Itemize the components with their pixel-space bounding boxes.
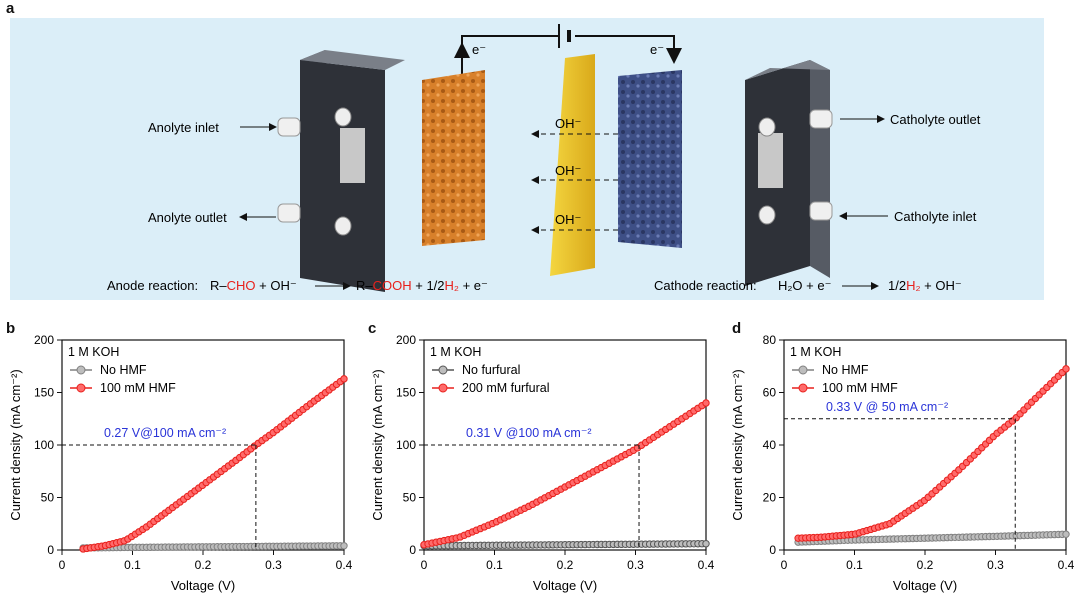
x-tick-label: 0.4 <box>698 558 715 572</box>
legend-marker <box>438 383 448 393</box>
data-point <box>702 399 710 407</box>
anode-end-plate <box>277 50 405 292</box>
panel-letter-a: a <box>6 0 15 17</box>
y-tick-label: 0 <box>409 543 416 557</box>
data-point <box>702 540 710 548</box>
x-axis-label: Voltage (V) <box>533 578 597 593</box>
y-tick-label: 100 <box>34 438 54 452</box>
cathode-reaction-products: 1/2H₂ + OH⁻ <box>888 278 962 293</box>
x-tick-label: 0.3 <box>627 558 644 572</box>
anode-reaction-label: Anode reaction: <box>107 278 198 293</box>
chart-panel-d: 0 0.1 0.2 0.3 0.4 0 20 40 60 80 Voltage (V) Current… <box>730 333 1075 593</box>
legend-label: 200 mM furfural <box>462 381 550 395</box>
legend-label: No furfural <box>462 363 520 377</box>
catholyte-outlet-label: Catholyte outlet <box>890 112 981 127</box>
x-tick-label: 0.3 <box>265 558 282 572</box>
x-tick-label: 0.4 <box>1058 558 1075 572</box>
legend-title: 1 M KOH <box>430 345 481 359</box>
x-tick-label: 0 <box>59 558 66 572</box>
legend-marker <box>798 365 808 375</box>
x-tick-label: 0.3 <box>987 558 1004 572</box>
y-tick-label: 100 <box>396 438 416 452</box>
x-axis-label: Voltage (V) <box>893 578 957 593</box>
legend-marker <box>438 365 448 375</box>
x-tick-label: 0.4 <box>336 558 353 572</box>
y-tick-label: 0 <box>769 543 776 557</box>
anolyte-outlet-label: Anolyte outlet <box>148 210 227 225</box>
panel-letter-c: c <box>368 320 377 337</box>
catholyte-inlet-label: Catholyte inlet <box>894 209 977 224</box>
annotation-label: 0.27 V@100 mA cm⁻² <box>104 426 226 440</box>
annotation-label: 0.31 V @100 mA cm⁻² <box>466 426 592 440</box>
y-axis-label: Current density (mA cm⁻²) <box>370 369 385 520</box>
x-tick-label: 0 <box>421 558 428 572</box>
x-tick-label: 0.1 <box>846 558 863 572</box>
annotation-label: 0.33 V @ 50 mA cm⁻² <box>826 400 948 414</box>
y-tick-label: 200 <box>396 333 416 347</box>
legend-marker <box>76 383 86 393</box>
legend-marker <box>798 383 808 393</box>
anolyte-inlet-label: Anolyte inlet <box>148 120 219 135</box>
electron-label-left: e⁻ <box>472 42 486 57</box>
data-point <box>1062 530 1070 538</box>
y-tick-label: 80 <box>763 333 777 347</box>
x-axis-label: Voltage (V) <box>171 578 235 593</box>
y-axis-label: Current density (mA cm⁻²) <box>730 369 745 520</box>
y-tick-label: 200 <box>34 333 54 347</box>
y-tick-label: 60 <box>763 386 777 400</box>
data-point <box>340 375 348 383</box>
legend-marker <box>76 365 86 375</box>
y-tick-label: 150 <box>34 386 54 400</box>
panel-letter-d: d <box>732 320 742 337</box>
x-tick-label: 0.2 <box>195 558 212 572</box>
legend-label: No HMF <box>822 363 869 377</box>
x-tick-label: 0.1 <box>486 558 503 572</box>
oh-label: OH⁻ <box>555 116 581 131</box>
schematic-svg: e⁻ e⁻ OH⁻ OH⁻ OH⁻ Anolyte inlet Ano <box>107 24 981 293</box>
chart-panel-b: 0 0.1 0.2 0.3 0.4 0 50 100 150 200 Voltage (V) Curr… <box>8 333 353 593</box>
anode-reaction-products: R–COOH + 1/2H₂ + e⁻ <box>356 278 488 293</box>
oh-label: OH⁻ <box>555 163 581 178</box>
x-tick-label: 0.1 <box>124 558 141 572</box>
y-tick-label: 20 <box>763 491 777 505</box>
data-point <box>340 542 348 550</box>
data-point <box>1062 365 1070 373</box>
anode-electrode <box>422 70 485 246</box>
y-tick-label: 50 <box>41 491 55 505</box>
legend-label: 100 mM HMF <box>100 381 176 395</box>
legend-label: No HMF <box>100 363 147 377</box>
y-tick-label: 0 <box>47 543 54 557</box>
x-tick-label: 0.2 <box>917 558 934 572</box>
y-axis-label: Current density (mA cm⁻²) <box>8 369 23 520</box>
anode-reaction-reactants: R–CHO + OH⁻ <box>210 278 297 293</box>
y-tick-label: 40 <box>763 438 777 452</box>
electron-label-right: e⁻ <box>650 42 664 57</box>
cathode-end-plate <box>745 60 833 286</box>
flow-cell-schematic: e⁻ e⁻ OH⁻ OH⁻ OH⁻ Anolyte inlet Ano <box>10 18 1044 300</box>
x-tick-label: 0.2 <box>557 558 574 572</box>
legend-title: 1 M KOH <box>790 345 841 359</box>
series-line <box>423 402 707 546</box>
legend-label: 100 mM HMF <box>822 381 898 395</box>
cathode-reaction-reactants: H₂O + e⁻ <box>778 278 831 293</box>
external-circuit <box>454 24 682 80</box>
y-tick-label: 50 <box>403 491 417 505</box>
membrane <box>550 54 595 276</box>
oh-label: OH⁻ <box>555 212 581 227</box>
chart-panel-c: 0 0.1 0.2 0.3 0.4 0 50 100 150 200 Voltage (V) Curr… <box>370 333 715 593</box>
legend-title: 1 M KOH <box>68 345 119 359</box>
cathode-electrode <box>618 70 682 248</box>
y-tick-label: 150 <box>396 386 416 400</box>
x-tick-label: 0 <box>781 558 788 572</box>
panel-letter-b: b <box>6 320 16 337</box>
cathode-reaction-label: Cathode reaction: <box>654 278 757 293</box>
